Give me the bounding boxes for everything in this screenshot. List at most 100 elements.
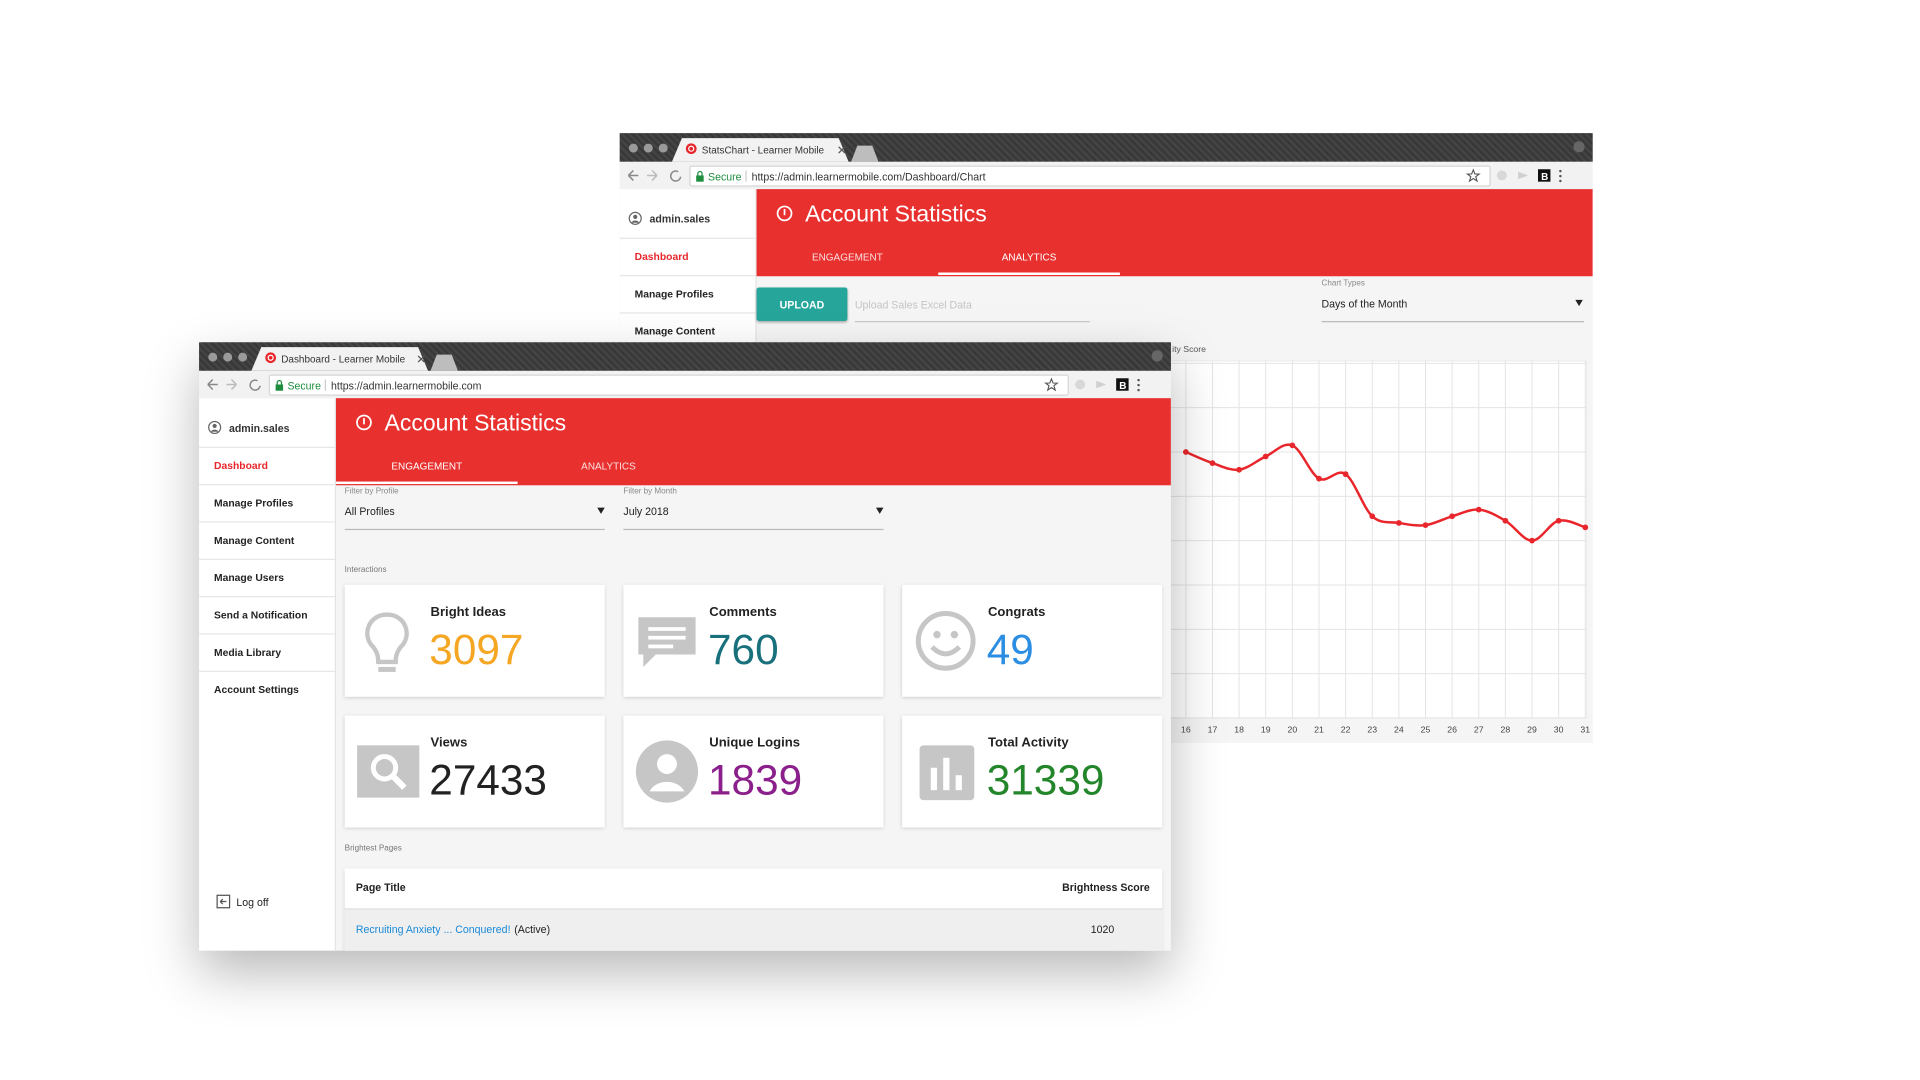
stat-value: 1839 <box>708 757 803 805</box>
dropdown-arrow <box>876 507 884 514</box>
nav-item[interactable]: Dashboard <box>634 250 689 263</box>
stat-icon-part <box>930 767 937 791</box>
stat-card: Comments 760 <box>623 584 884 697</box>
lock-icon-part <box>275 384 284 391</box>
tab-shape[interactable] <box>671 138 859 162</box>
x-tick-label: 21 <box>1314 725 1324 735</box>
tab-bar: StatsChart - Learner Mobile <box>619 133 1593 162</box>
upload-label: UPLOAD <box>779 298 825 311</box>
menu-dots[interactable] <box>1558 169 1563 183</box>
data-point <box>1316 475 1322 482</box>
tab-close[interactable] <box>417 355 426 364</box>
filter-select[interactable]: Filter by Profile All Profiles <box>344 485 605 531</box>
profile-icon <box>1573 141 1585 153</box>
data-point <box>1449 513 1455 520</box>
stat-label: Views <box>430 735 468 751</box>
nav-item[interactable]: Manage Users <box>214 571 285 584</box>
nav-buttons[interactable] <box>627 169 684 182</box>
nav-item[interactable]: Manage Profiles <box>634 287 714 300</box>
stat-icon <box>365 612 409 672</box>
nav-item[interactable]: Manage Content <box>214 533 295 547</box>
header-icon-part <box>776 205 793 222</box>
filter-select[interactable]: Filter by Month July 2018 <box>623 485 884 531</box>
user-icon-part <box>212 423 217 429</box>
url-text: https://admin.learnermobile.com <box>330 379 482 392</box>
tab-title: StatsChart - Learner Mobile <box>701 144 825 156</box>
table-header: Page Title <box>355 880 406 894</box>
menu-dots-part <box>1559 174 1562 178</box>
upload-button[interactable]: UPLOAD <box>756 287 848 322</box>
separator <box>745 170 747 182</box>
filter-label: Filter by Month <box>623 487 677 496</box>
logoff-label[interactable]: Log off <box>236 895 269 909</box>
logoff-icon[interactable] <box>216 894 231 909</box>
nav-buttons[interactable] <box>207 378 264 391</box>
data-point <box>1582 524 1589 531</box>
extension-badge[interactable] <box>1537 169 1551 182</box>
table-header: Brightness Score <box>1062 880 1150 894</box>
profile-icon <box>1151 350 1163 362</box>
header-icon-part <box>363 418 365 425</box>
page-header: Account Statistics ENGAGEMENT ANALYTICS <box>756 189 1593 277</box>
bookmark-star[interactable] <box>1465 168 1481 183</box>
new-tab[interactable] <box>851 145 879 162</box>
favicon-part <box>685 143 697 155</box>
tab-close[interactable] <box>837 146 846 155</box>
tab-shape-part <box>251 347 429 371</box>
page-link[interactable]: Recruiting Anxiety ... Conquered! <box>355 923 511 936</box>
data-point <box>1369 513 1376 520</box>
nav-item[interactable]: Manage Profiles <box>214 496 294 509</box>
header-tab[interactable]: ENGAGEMENT <box>757 241 939 276</box>
front-browser-window: Dashboard - Learner Mobile Secure https://… <box>199 342 1171 951</box>
header-tab[interactable]: ANALYTICS <box>518 450 700 485</box>
tab-shape[interactable] <box>251 347 438 371</box>
separator <box>324 379 327 391</box>
nav-divider <box>619 237 756 239</box>
nav-buttons-part <box>207 378 218 391</box>
menu-dots[interactable] <box>1136 378 1141 392</box>
nav-item[interactable]: Manage Content <box>634 324 715 338</box>
upload-placeholder: Upload Sales Excel Data <box>854 298 972 311</box>
nav-item[interactable]: Account Settings <box>214 683 299 696</box>
tab-label: ENGAGEMENT <box>811 251 883 264</box>
tab-close-part <box>417 355 425 363</box>
data-point <box>1396 520 1402 526</box>
window-controls-part <box>643 143 653 153</box>
nav-item[interactable]: Dashboard <box>214 459 268 472</box>
new-tab[interactable] <box>430 354 458 371</box>
stat-value: 27433 <box>429 757 547 805</box>
extension-badge[interactable] <box>1116 378 1129 391</box>
nav-divider <box>619 312 756 314</box>
stat-icon <box>638 617 696 667</box>
nav-item[interactable]: Send a Notification <box>214 608 308 621</box>
x-tick-label: 29 <box>1527 725 1537 735</box>
stat-card: Total Activity 31339 <box>902 715 1163 828</box>
omnibox[interactable]: Secure https://admin.learnermobile.com <box>268 374 1069 396</box>
nav-buttons-part <box>627 169 639 181</box>
page-title: Account Statistics <box>805 200 987 227</box>
chart-type-select[interactable]: Chart Types Days of the Month <box>1321 275 1585 323</box>
dropdown-arrow-part <box>876 507 884 514</box>
page-header: Account Statistics ENGAGEMENT ANALYTICS <box>335 398 1171 486</box>
stat-icon-part <box>943 757 950 791</box>
stat-card: Congrats 49 <box>902 584 1163 697</box>
section-label: Brightest Pages <box>344 844 402 853</box>
header-tab[interactable]: ENGAGEMENT <box>335 450 518 485</box>
x-tick-label: 28 <box>1501 725 1511 735</box>
favicon-part <box>688 145 695 152</box>
nav-item[interactable]: Media Library <box>214 645 282 659</box>
x-tick-label: 16 <box>1181 725 1191 735</box>
tab-label: ENGAGEMENT <box>391 461 463 473</box>
omnibox[interactable]: Secure https://admin.learnermobile.com/Da… <box>689 165 1491 187</box>
bookmark-star[interactable] <box>1044 377 1059 392</box>
chart-type-value: Days of the Month <box>1321 297 1408 310</box>
bookmark-star-part <box>1465 168 1481 183</box>
window-controls-part <box>238 352 248 362</box>
user-name: admin.sales <box>649 212 711 225</box>
header-tab[interactable]: ANALYTICS <box>938 241 1120 276</box>
extension-icons-part <box>1518 171 1529 180</box>
upload-field[interactable]: Upload Sales Excel Data <box>854 287 1091 323</box>
nav-buttons-part <box>249 379 261 391</box>
